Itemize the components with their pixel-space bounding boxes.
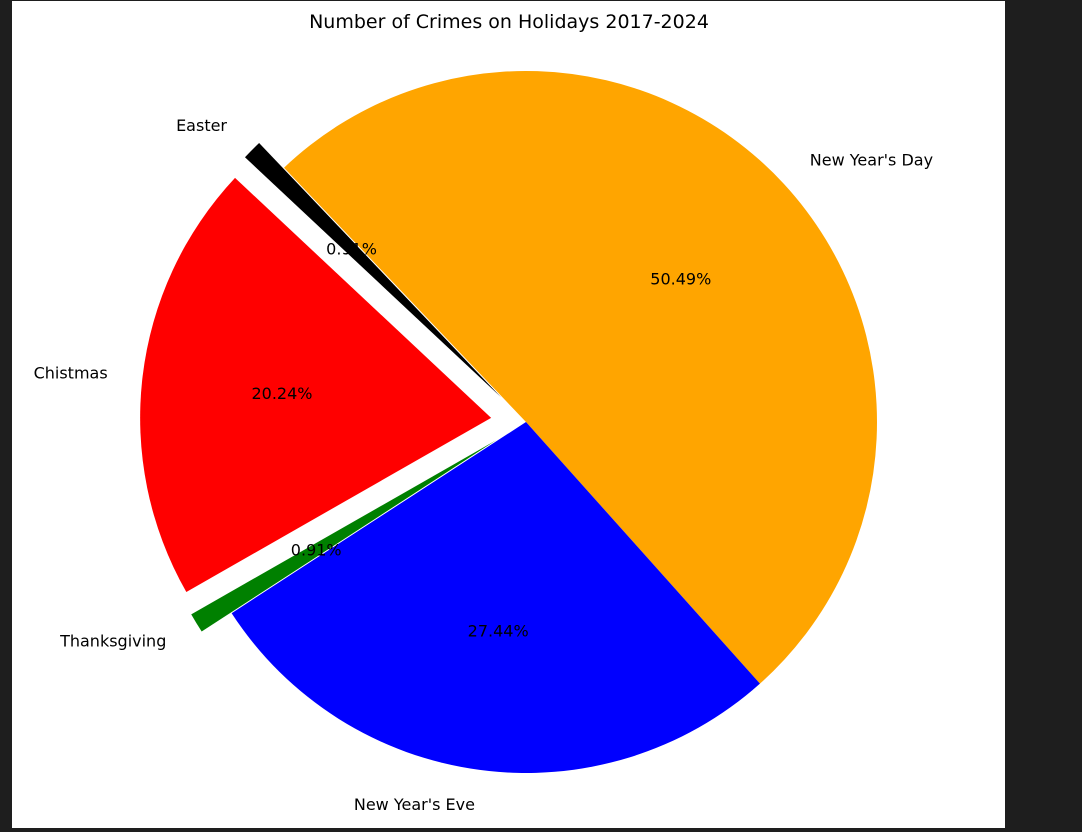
pie-slice-new-year-s-day <box>284 71 877 684</box>
pie-slice-new-year-s-eve <box>231 422 760 773</box>
chart-title: Number of Crimes on Holidays 2017-2024 <box>309 11 709 33</box>
cat-label-new-year-s-day: New Year's Day <box>810 151 933 170</box>
pct-label-chistmas: 20.24% <box>251 384 312 403</box>
cat-label-new-year-s-eve: New Year's Eve <box>354 795 475 814</box>
cat-label-chistmas: Chistmas <box>34 363 108 382</box>
pie-slices <box>140 71 877 773</box>
pie-chart: Number of Crimes on Holidays 2017-2024 5… <box>34 11 933 814</box>
cat-label-thanksgiving: Thanksgiving <box>59 632 166 651</box>
pie-slice-thanksgiving <box>191 440 497 632</box>
percentage-labels: 50.49% 0.91% 20.24% 0.91% 27.44% <box>251 239 711 640</box>
pct-label-thanksgiving: 0.91% <box>291 540 342 559</box>
pct-label-easter: 0.91% <box>326 239 377 258</box>
category-labels: New Year's Day Easter Chistmas Thanksgiving… <box>34 116 933 814</box>
pct-label-new-year-s-eve: 27.44% <box>468 621 529 640</box>
pct-label-new-year-s-day: 50.49% <box>650 270 711 289</box>
chart-figure: Number of Crimes on Holidays 2017-2024 5… <box>12 1 1005 828</box>
cat-label-easter: Easter <box>176 116 227 135</box>
pie-slice-easter <box>244 143 502 398</box>
pie-slice-chistmas <box>140 177 492 592</box>
dark-side-panel <box>1005 0 1082 832</box>
